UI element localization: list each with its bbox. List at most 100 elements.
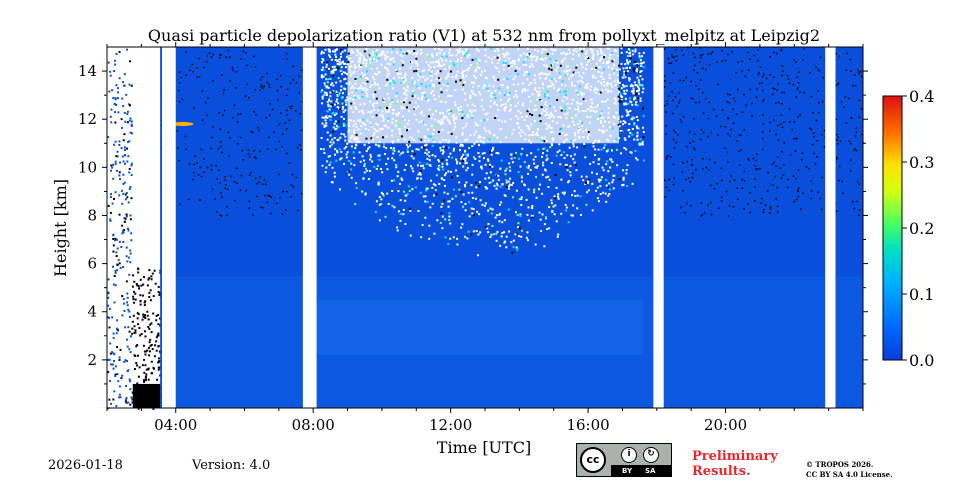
noise-pixel	[445, 172, 448, 175]
noise-pixel	[751, 102, 753, 105]
noise-pixel	[777, 139, 780, 141]
noise-pixel	[545, 176, 548, 179]
noise-pixel	[431, 113, 434, 116]
noise-pixel	[320, 61, 323, 64]
noise-pixel	[621, 123, 624, 126]
noise-pixel	[389, 103, 392, 106]
noise-pixel	[527, 166, 530, 169]
noise-pixel	[397, 190, 400, 193]
noise-pixel	[582, 72, 585, 75]
noise-pixel	[226, 214, 228, 217]
noise-pixel	[365, 76, 368, 79]
noise-pixel	[397, 170, 400, 173]
noise-pixel	[456, 162, 459, 165]
noise-pixel	[539, 55, 542, 58]
noise-pixel	[181, 98, 184, 100]
noise-pixel	[392, 152, 395, 155]
noise-pixel	[380, 54, 383, 57]
noise-pixel	[127, 229, 130, 232]
noise-pixel	[565, 133, 568, 136]
noise-pixel	[553, 77, 556, 80]
noise-pixel	[139, 300, 142, 303]
noise-pixel	[119, 161, 122, 164]
noise-pixel	[702, 112, 705, 114]
noise-pixel	[592, 109, 595, 112]
noise-pixel	[199, 199, 202, 201]
noise-pixel	[417, 97, 420, 100]
noise-pixel	[349, 57, 352, 60]
noise-pixel	[507, 64, 510, 67]
noise-pixel	[534, 243, 537, 246]
noise-pixel	[215, 165, 217, 167]
noise-pixel	[727, 93, 729, 96]
noise-pixel	[116, 373, 119, 376]
noise-pixel	[404, 74, 407, 77]
noise-pixel	[720, 125, 722, 128]
noise-pixel	[405, 93, 408, 96]
noise-pixel	[680, 121, 683, 123]
noise-pixel	[394, 137, 397, 140]
noise-pixel	[450, 170, 453, 173]
noise-pixel	[436, 219, 439, 222]
noise-pixel	[584, 52, 587, 55]
noise-pixel	[405, 106, 408, 109]
noise-pixel	[607, 66, 610, 69]
noise-pixel	[636, 62, 639, 65]
noise-pixel	[379, 53, 382, 56]
noise-pixel	[415, 148, 418, 151]
noise-pixel	[594, 106, 597, 109]
noise-pixel	[123, 220, 126, 223]
noise-pixel	[378, 87, 381, 90]
noise-pixel	[368, 100, 371, 103]
noise-pixel	[117, 259, 120, 262]
noise-pixel	[137, 354, 140, 357]
noise-pixel	[124, 198, 127, 201]
noise-pixel	[489, 171, 492, 174]
noise-pixel	[288, 119, 291, 121]
noise-pixel	[222, 114, 224, 116]
colorbar-tick-label: 0.0	[909, 351, 934, 370]
noise-pixel	[512, 196, 515, 199]
noise-pixel	[237, 143, 239, 145]
noise-pixel	[552, 49, 555, 52]
noise-pixel	[232, 116, 234, 119]
noise-pixel	[465, 122, 468, 125]
noise-pixel	[477, 124, 480, 127]
noise-pixel	[211, 136, 213, 139]
noise-pixel	[735, 71, 737, 74]
noise-pixel	[386, 72, 389, 75]
noise-pixel	[416, 68, 419, 71]
noise-pixel	[818, 111, 820, 114]
noise-pixel	[605, 184, 608, 187]
noise-pixel	[227, 131, 230, 134]
noise-pixel	[642, 114, 645, 117]
noise-pixel	[344, 109, 347, 112]
noise-pixel	[619, 129, 622, 132]
noise-pixel	[597, 128, 600, 131]
noise-pixel	[448, 112, 451, 115]
noise-pixel	[526, 47, 529, 50]
noise-pixel	[576, 102, 579, 105]
noise-pixel	[485, 77, 488, 80]
noise-pixel	[405, 97, 408, 100]
noise-pixel	[499, 128, 502, 131]
noise-pixel	[813, 135, 815, 138]
noise-pixel	[421, 223, 424, 226]
noise-pixel	[478, 91, 481, 94]
noise-pixel	[631, 90, 634, 93]
noise-pixel	[762, 208, 765, 211]
noise-pixel	[732, 108, 734, 110]
noise-pixel	[376, 123, 379, 126]
noise-pixel	[610, 149, 613, 152]
noise-pixel	[535, 136, 538, 139]
noise-pixel	[641, 91, 644, 94]
noise-pixel	[642, 136, 645, 139]
noise-pixel	[781, 103, 783, 105]
noise-pixel	[447, 146, 450, 149]
noise-pixel	[367, 129, 370, 132]
noise-pixel	[126, 141, 129, 144]
noise-pixel	[422, 75, 425, 78]
noise-pixel	[418, 121, 421, 124]
noise-pixel	[474, 122, 477, 125]
noise-pixel	[462, 73, 465, 76]
